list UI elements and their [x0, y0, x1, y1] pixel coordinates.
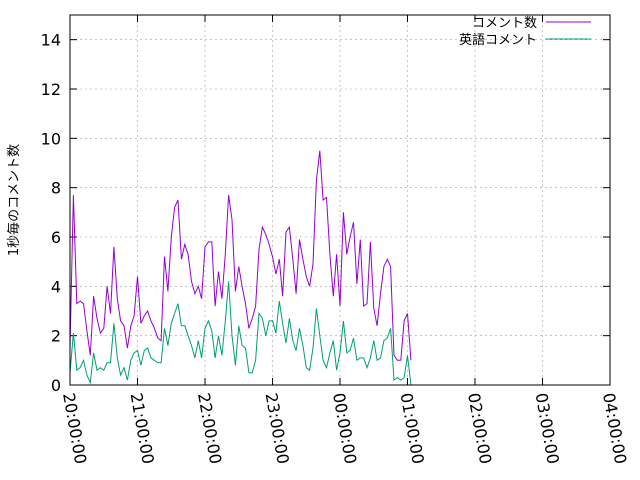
- x-tick-label: 03:00:00: [532, 391, 563, 465]
- x-tick-label: 21:00:00: [127, 391, 158, 465]
- chart-grid: [70, 15, 610, 385]
- y-tick-label: 2: [51, 327, 61, 346]
- chart-series-lines: [69, 150, 412, 386]
- series-line-1: [69, 150, 412, 361]
- y-tick-label: 0: [51, 376, 61, 395]
- x-tick-label: 02:00:00: [464, 391, 495, 465]
- plot-frame: [69, 14, 611, 386]
- x-tick-label: 04:00:00: [599, 391, 630, 465]
- y-tick-label: 10: [41, 129, 61, 148]
- x-tick-label: 20:00:00: [59, 391, 90, 465]
- y-tick-label: 14: [41, 31, 61, 50]
- y-tick-label: 12: [41, 80, 61, 99]
- y-tick-label: 4: [51, 277, 61, 296]
- legend-entry-label: コメント数: [472, 16, 537, 31]
- series-line-2: [69, 281, 412, 386]
- y-tick-label: 6: [51, 228, 61, 247]
- x-tick-label: 22:00:00: [194, 391, 225, 465]
- legend-entry-label: 英語コメント: [459, 32, 537, 48]
- x-tick-label: 01:00:00: [397, 391, 428, 465]
- x-tick-label: 23:00:00: [262, 391, 293, 465]
- x-tick-label: 00:00:00: [329, 391, 360, 465]
- chart-labels: 0 2 4 6 8 10 12 14 20:00:00 21:00:00 22:00:00 23:00…: [41, 31, 631, 466]
- y-axis-label: 1秒毎のコメント数: [6, 144, 22, 256]
- y-tick-label: 8: [51, 179, 61, 198]
